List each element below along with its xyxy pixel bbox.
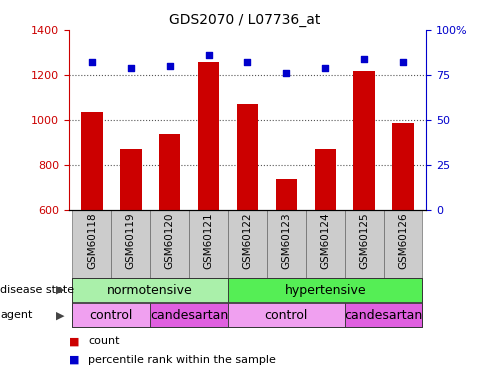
Point (127, 65, 135, 71)
Bar (315, 149, 336, 210)
Point (321, 65, 329, 71)
Text: ■: ■ (69, 355, 79, 365)
Text: GDS2070 / L07736_at: GDS2070 / L07736_at (170, 13, 320, 27)
Text: candesartan: candesartan (344, 309, 423, 322)
Text: ▶: ▶ (56, 285, 65, 295)
Point (88, 59, 96, 65)
Bar (353, 70, 375, 210)
Point (282, 70, 290, 76)
Text: candesartan: candesartan (150, 309, 228, 322)
Text: disease state: disease state (0, 285, 74, 295)
Text: control: control (90, 309, 133, 322)
Text: normotensive: normotensive (107, 284, 193, 297)
Text: ▶: ▶ (56, 310, 65, 320)
Point (166, 63, 173, 69)
Text: count: count (88, 336, 120, 346)
Point (205, 52, 213, 58)
Bar (198, 62, 219, 210)
Bar (392, 123, 414, 210)
Bar (237, 104, 258, 210)
Point (244, 59, 251, 65)
Bar (81, 112, 102, 210)
Text: hypertensive: hypertensive (284, 284, 366, 297)
Point (399, 59, 407, 65)
Point (360, 56, 368, 62)
Text: percentile rank within the sample: percentile rank within the sample (88, 355, 276, 365)
Bar (159, 134, 180, 210)
Bar (276, 179, 297, 210)
Text: control: control (265, 309, 308, 322)
Text: agent: agent (0, 310, 32, 320)
Text: ■: ■ (69, 336, 79, 346)
Bar (120, 149, 142, 210)
